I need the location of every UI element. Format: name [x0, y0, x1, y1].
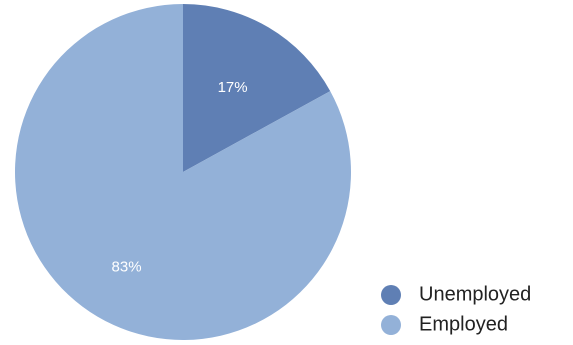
legend-item-employed: Employed: [381, 313, 508, 335]
legend-swatch-employed: [381, 315, 401, 335]
slice-label-employed: 83%: [112, 258, 142, 275]
pie-slice-labels: 17% 83%: [112, 79, 248, 275]
legend-label-unemployed: Unemployed: [419, 283, 531, 305]
legend-label-employed: Employed: [419, 313, 508, 335]
pie-slices: [14, 4, 351, 340]
legend-swatch-unemployed: [381, 285, 401, 305]
slice-label-unemployed: 17%: [218, 79, 248, 96]
pie-slice-unemployed: [183, 4, 331, 172]
legend: Unemployed Employed: [381, 283, 531, 335]
pie-slice-employed: [14, 4, 351, 340]
legend-item-unemployed: Unemployed: [381, 283, 531, 305]
